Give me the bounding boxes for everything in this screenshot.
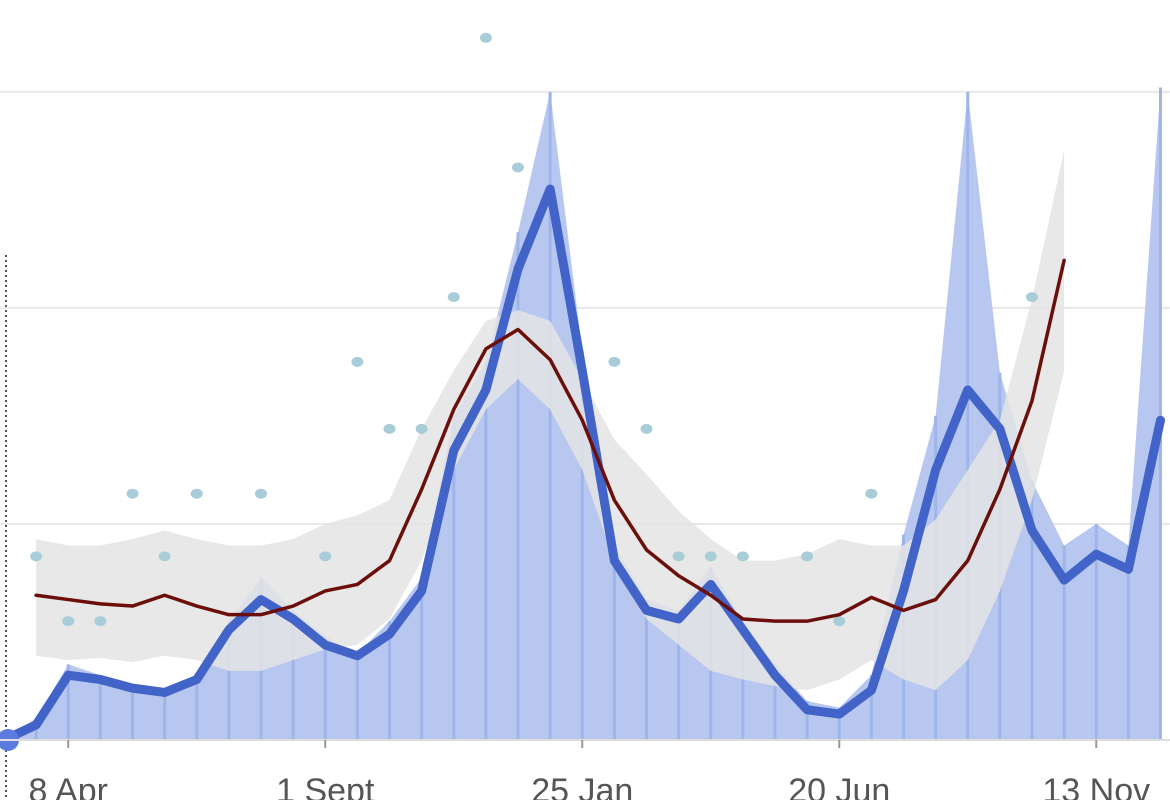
dot	[351, 356, 364, 367]
dot	[94, 616, 107, 627]
x-tick-label: 1 Sept	[276, 772, 375, 800]
x-tick-label: 20 Jun	[788, 772, 890, 800]
dot	[479, 32, 492, 43]
dot	[319, 551, 332, 562]
dot	[704, 551, 717, 562]
dot	[383, 423, 396, 434]
dot	[865, 488, 878, 499]
x-tick-label: 8 Apr	[29, 772, 108, 800]
x-tick-label: 13 Nov	[1042, 772, 1150, 800]
dot	[1026, 292, 1038, 303]
dot	[62, 616, 75, 627]
dot	[512, 162, 524, 173]
dot	[158, 551, 171, 562]
dot	[126, 488, 139, 499]
dot	[833, 616, 846, 627]
dot	[608, 356, 621, 367]
x-tick-label: 25 Jan	[531, 772, 633, 800]
dot	[30, 551, 43, 562]
series-line	[34, 258, 1066, 623]
series-line	[0, 184, 1165, 745]
dot	[415, 423, 428, 434]
dot	[801, 551, 814, 562]
dot	[190, 488, 203, 499]
dot	[640, 423, 653, 434]
dot	[255, 488, 267, 499]
dot	[447, 292, 460, 303]
dot	[736, 551, 749, 562]
dot	[672, 551, 685, 562]
